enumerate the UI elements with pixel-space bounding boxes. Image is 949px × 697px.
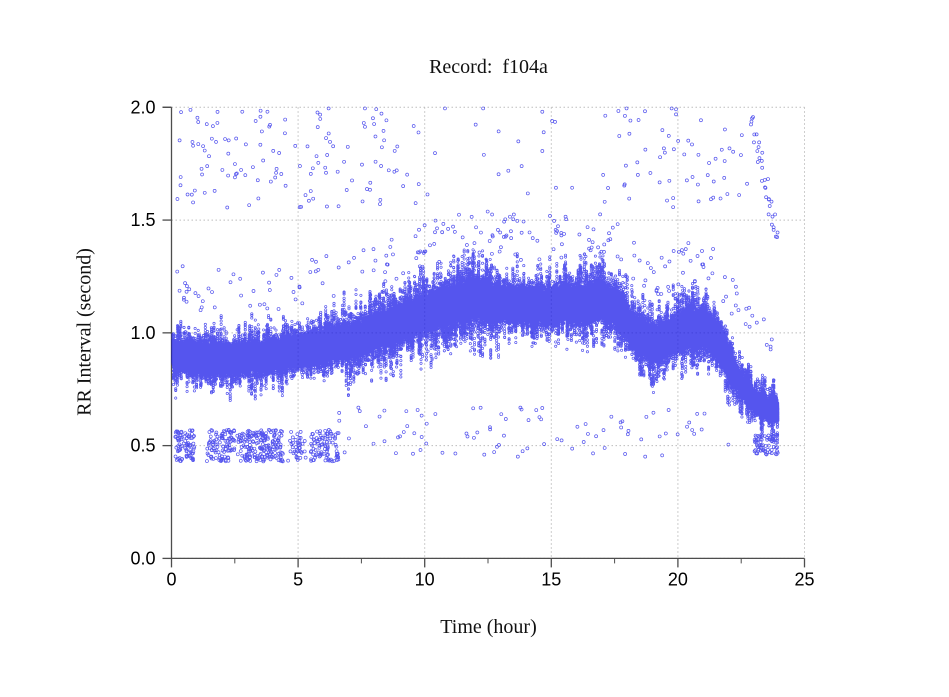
svg-text:15: 15: [541, 569, 561, 589]
svg-text:10: 10: [415, 569, 435, 589]
svg-text:25: 25: [794, 569, 814, 589]
svg-text:1.5: 1.5: [130, 210, 155, 230]
svg-text:1.0: 1.0: [130, 323, 155, 343]
svg-text:2.0: 2.0: [130, 97, 155, 117]
svg-text:0: 0: [166, 569, 176, 589]
svg-text:0.0: 0.0: [130, 548, 155, 568]
svg-text:0.5: 0.5: [130, 436, 155, 456]
svg-text:20: 20: [668, 569, 688, 589]
svg-text:5: 5: [293, 569, 303, 589]
